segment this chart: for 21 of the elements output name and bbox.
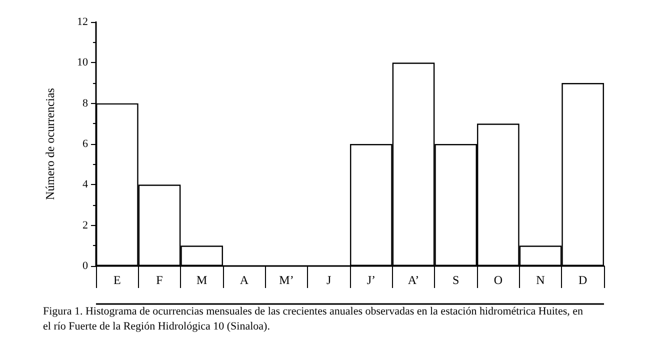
x-tick-label: N (536, 273, 546, 287)
text: Figura 1. Histograma de ocurrencias mensuales de las crecientes anuales observadas en la estación hidrométrica Huites, en el río Fuerte de la Región Hidrológica 10 (Sinaloa). (43, 306, 586, 332)
x-tick-label: M’ (279, 273, 294, 287)
y-tick-label: 2 (82, 219, 88, 232)
x-tick-label: A’ (408, 273, 420, 287)
y-tick-label: 0 (82, 260, 88, 272)
x-tick-label: O (494, 273, 503, 287)
x-tick-label: J (326, 273, 332, 287)
y-tick-label: 10 (77, 56, 88, 69)
x-tick-label: S (452, 273, 460, 287)
x-tick-label: D (578, 273, 588, 287)
x-tick-label: J’ (366, 273, 376, 287)
x-tick-label: E (113, 273, 121, 287)
y-tick-label: 8 (82, 97, 88, 110)
y-tick-label: 4 (82, 178, 88, 191)
x-tick-label: M (196, 273, 208, 287)
y-tick-label: 12 (77, 16, 88, 28)
x-tick-label: A (240, 273, 249, 287)
y-axis-title: Número de ocurrencias (43, 88, 57, 200)
x-tick-label: F (156, 273, 164, 287)
y-tick-label: 6 (82, 138, 88, 150)
